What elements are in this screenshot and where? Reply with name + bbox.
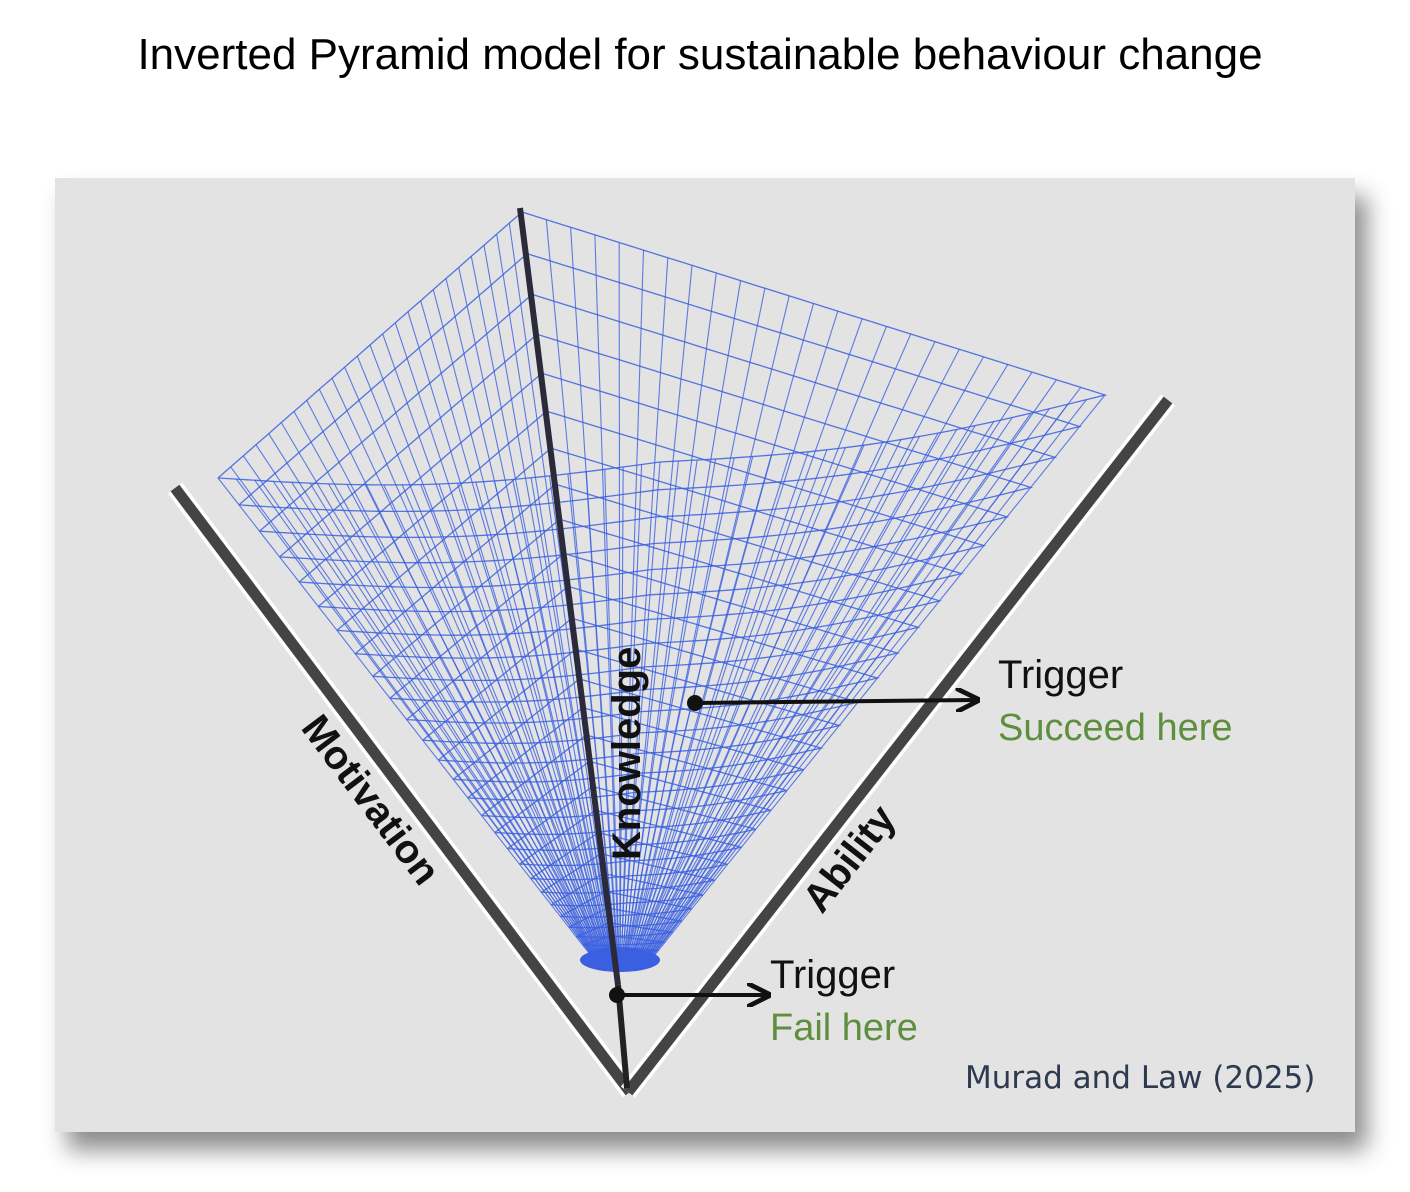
mesh-radial — [382, 333, 607, 963]
trigger-succeed-arrow — [694, 700, 975, 703]
mesh-radial — [635, 442, 883, 963]
mesh-radial — [293, 411, 601, 963]
mesh-radial — [641, 421, 995, 963]
mesh-radial — [344, 366, 605, 963]
mesh-radial — [629, 453, 791, 963]
page-title: Inverted Pyramid model for sustainable b… — [137, 30, 1263, 79]
mesh-radial — [646, 403, 1069, 963]
mesh-radial — [445, 278, 611, 963]
mesh-radial — [626, 280, 742, 963]
mesh-radial — [604, 469, 620, 963]
mesh-radial — [620, 464, 643, 963]
mesh-radial — [622, 460, 680, 963]
mesh-radial — [475, 482, 612, 963]
mesh-radial — [640, 425, 976, 963]
mesh-radial — [633, 318, 863, 963]
mesh-radial — [630, 451, 809, 963]
mesh-radial — [643, 417, 1013, 963]
mesh-radial — [512, 479, 615, 963]
mesh-radial — [638, 432, 939, 963]
mesh-radial — [331, 378, 604, 963]
trigger-succeed-outcome: Succeed here — [998, 707, 1233, 749]
mesh-radial — [291, 482, 601, 963]
mesh-radial — [647, 399, 1087, 963]
mesh-radial — [272, 481, 600, 963]
mesh-radial — [644, 412, 1032, 963]
funnel-mesh — [217, 211, 1108, 972]
mesh-radial — [570, 227, 618, 963]
mesh-radial — [648, 394, 1106, 963]
mesh-radial — [280, 422, 601, 963]
mesh-radial — [268, 433, 600, 963]
mesh-radial — [634, 444, 865, 963]
mesh-radial — [438, 483, 610, 963]
mesh-radial — [621, 461, 661, 963]
mesh-radial — [638, 341, 936, 963]
mesh-radial — [645, 408, 1050, 963]
trigger-fail-outcome: Fail here — [770, 1007, 918, 1049]
mesh-radial — [632, 447, 846, 963]
mesh-radial — [254, 479, 599, 963]
mesh-radial — [328, 483, 603, 963]
mesh-radial — [420, 300, 609, 963]
mesh-radial — [624, 459, 698, 963]
trigger-fail-label: Trigger — [770, 953, 895, 997]
mesh-radial — [235, 478, 598, 963]
mesh-radial — [639, 429, 958, 963]
mesh-radial — [619, 466, 624, 962]
knowledge-axis — [517, 207, 621, 986]
mesh-radial — [420, 484, 609, 963]
mesh-radial — [627, 456, 754, 963]
diagram-panel — [55, 178, 1355, 1132]
mesh-radial — [631, 449, 828, 963]
mesh-radial — [625, 458, 717, 963]
mesh-radial — [432, 289, 610, 963]
mesh-radial — [364, 484, 606, 963]
mesh-radial — [496, 234, 614, 963]
mesh-radial — [626, 457, 735, 963]
mesh-radial — [493, 480, 614, 963]
mesh-radial — [458, 267, 611, 963]
mesh-radial — [394, 322, 608, 963]
knowledge-label: Knowledge — [605, 647, 649, 860]
mesh-radial — [217, 477, 597, 963]
trigger-succeed-label: Trigger — [998, 653, 1123, 697]
mesh-radial — [594, 234, 620, 963]
mesh-radial — [585, 471, 619, 963]
mesh-radial — [456, 483, 611, 963]
mesh-radial — [636, 439, 902, 963]
credit-citation: Murad and Law (2025) — [965, 1060, 1316, 1096]
mesh-radial — [637, 436, 921, 963]
mesh-radial — [401, 484, 608, 963]
mesh-radial — [346, 484, 605, 963]
funnel-bottom — [580, 948, 660, 972]
mesh-radial — [628, 454, 772, 963]
mesh-radial — [383, 484, 607, 963]
mesh-radial — [309, 482, 602, 963]
mesh-radial — [625, 272, 717, 963]
